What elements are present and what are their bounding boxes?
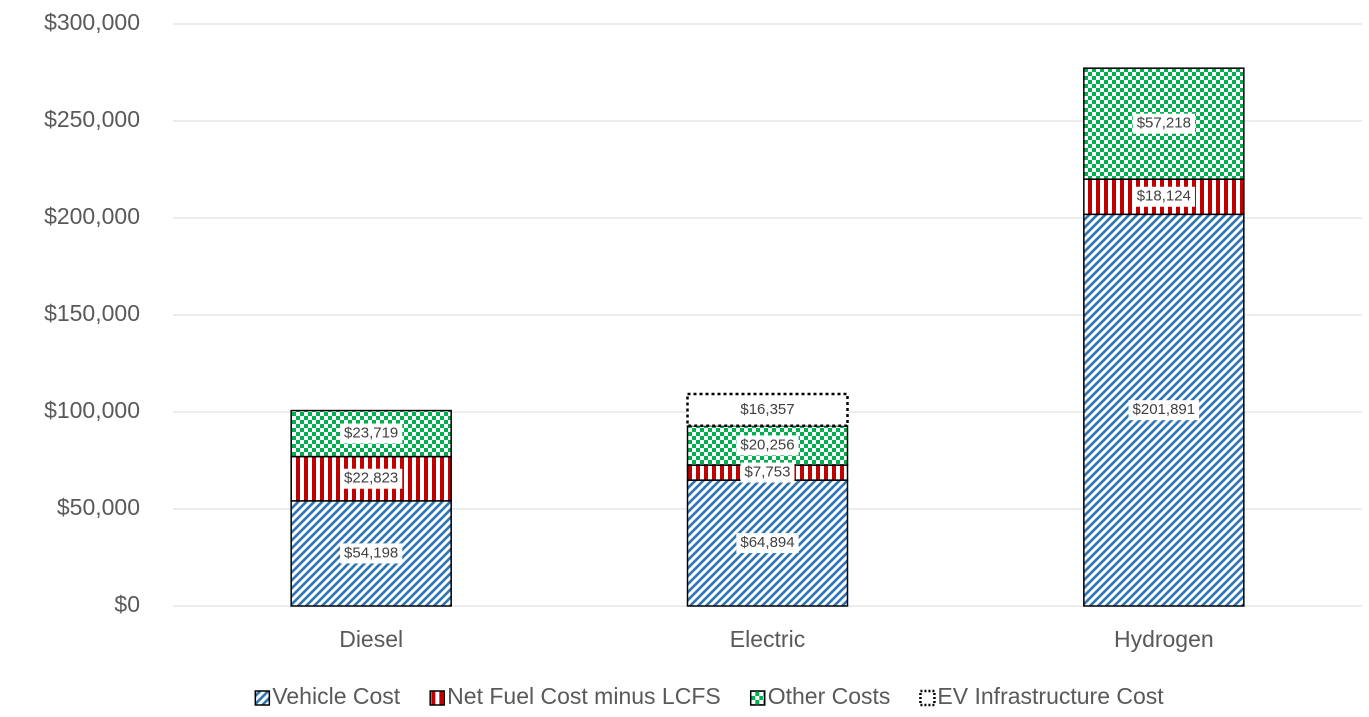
value-label: $18,124: [1137, 188, 1191, 205]
value-label: $54,198: [344, 544, 398, 561]
legend-swatch: [919, 689, 936, 707]
legend-label: EV Infrastructure Cost: [937, 683, 1164, 709]
value-label: $16,357: [740, 401, 794, 418]
y-tick-label: $0: [114, 591, 140, 617]
x-tick-label: Hydrogen: [1114, 626, 1214, 652]
value-label-box: [1128, 400, 1200, 421]
legend-label: Vehicle Cost: [272, 683, 400, 709]
value-label-box: [340, 423, 403, 444]
value-label-box: [736, 399, 799, 420]
value-label-box: [1132, 186, 1195, 207]
value-label: $57,218: [1137, 115, 1191, 132]
y-tick-label: $100,000: [44, 397, 140, 423]
value-label: $23,719: [344, 425, 398, 442]
legend-swatch: [254, 690, 271, 706]
y-tick-label: $150,000: [44, 300, 140, 326]
value-label: $22,823: [344, 470, 398, 487]
legend: Vehicle Cost Net Fuel Cost minus LCFS Othe…: [254, 683, 1164, 709]
legend-swatch: [429, 690, 445, 706]
value-label-box: [340, 468, 403, 489]
y-tick-label: $300,000: [44, 9, 140, 35]
legend-swatch: [749, 690, 766, 706]
legend-label: Net Fuel Cost minus LCFS: [447, 683, 721, 709]
value-label-box: [740, 462, 795, 483]
y-tick-label: $200,000: [44, 203, 140, 229]
value-label-box: [736, 533, 799, 554]
value-label-box: [340, 543, 403, 564]
legend-label: Other Costs: [768, 683, 891, 709]
y-tick-label: $250,000: [44, 106, 140, 132]
value-label-box: [736, 435, 799, 456]
value-label: $64,894: [740, 534, 794, 551]
value-label: $20,256: [740, 436, 794, 453]
value-label: $7,753: [745, 464, 791, 481]
x-tick-label: Diesel: [339, 626, 403, 652]
value-label: $201,891: [1133, 401, 1196, 418]
y-tick-label: $50,000: [57, 494, 140, 520]
value-label-box: [1132, 113, 1195, 134]
x-tick-label: Electric: [730, 626, 805, 652]
